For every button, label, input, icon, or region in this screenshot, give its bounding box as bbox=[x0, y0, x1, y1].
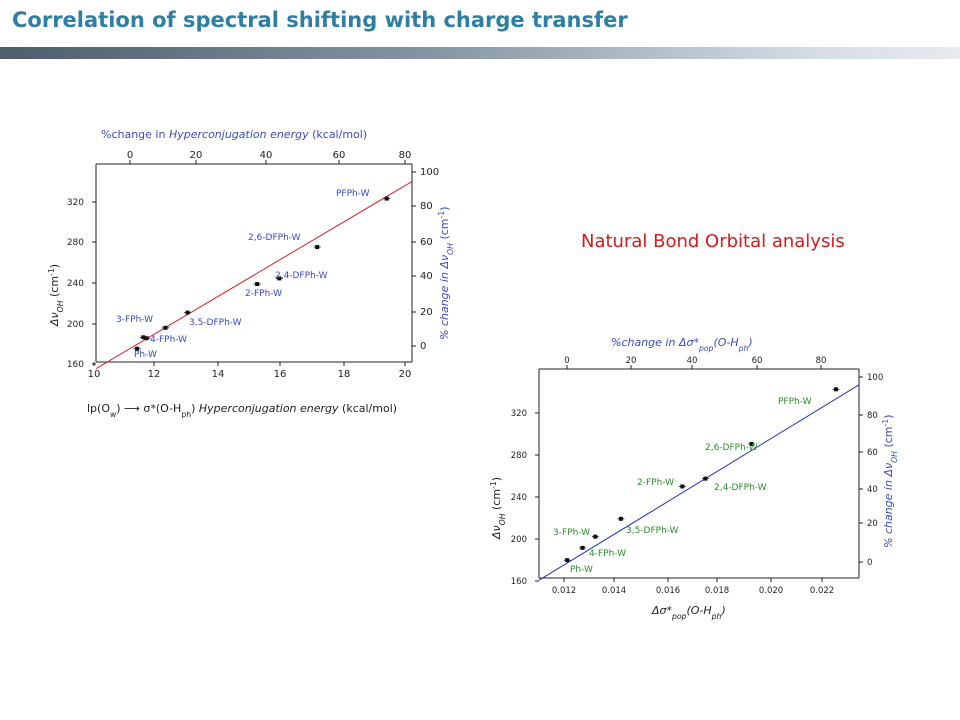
point-label: Ph-W bbox=[134, 350, 157, 360]
right-axis-label: % change in ΔνOH (cm-1) bbox=[437, 207, 455, 341]
point-label: 2,6-DFPh-W bbox=[248, 233, 301, 243]
point-label: 3-FPh-W bbox=[553, 528, 590, 538]
x-tick-label: 12 bbox=[148, 369, 161, 380]
point-label: 2,4-DFPh-W bbox=[275, 271, 328, 281]
top-tick-label: 20 bbox=[626, 356, 637, 366]
right-tick-label: 0 bbox=[867, 558, 872, 568]
left-axis-label: ΔνOH (cm-1) bbox=[47, 264, 65, 327]
point-label: 3-FPh-W bbox=[116, 315, 153, 325]
top-tick-label: 0 bbox=[127, 150, 133, 161]
x-tick-label: 16 bbox=[274, 369, 287, 380]
right-tick-label: 20 bbox=[867, 519, 878, 529]
point-label: PFPh-W bbox=[778, 397, 812, 407]
y-tick-label: 320 bbox=[67, 198, 84, 208]
top-axis-label: %change in Hyperconjugation energy (kcal… bbox=[101, 128, 367, 141]
top-tick-label: 20 bbox=[190, 150, 203, 161]
point-label: 2,4-DFPh-W bbox=[714, 483, 767, 493]
point-label: 2-FPh-W bbox=[637, 478, 674, 488]
top-tick-label: 0 bbox=[564, 356, 569, 366]
x-tick-label: 18 bbox=[338, 369, 351, 380]
x-tick-label: 0.022 bbox=[810, 586, 834, 596]
point-label: 3,5-DFPh-W bbox=[189, 318, 242, 328]
x-tick-label: 0.018 bbox=[705, 586, 729, 596]
top-tick-label: 40 bbox=[260, 150, 273, 161]
y-tick-label: 240 bbox=[67, 279, 84, 289]
y-tick-label: 200 bbox=[67, 320, 84, 330]
title-gradient-bar bbox=[0, 47, 960, 59]
y-tick-label: 280 bbox=[511, 451, 527, 461]
point-label: 3,5-DFPh-W bbox=[626, 526, 679, 536]
right-tick-label: 80 bbox=[420, 201, 433, 212]
fit-line bbox=[538, 384, 860, 581]
bottom-axis-label: lp(Ow) ⟶ σ*(O-Hph) Hyperconjugation ener… bbox=[87, 402, 397, 419]
point-label: Ph-W bbox=[570, 565, 593, 575]
y-tick-label: 160 bbox=[511, 577, 527, 587]
right-tick-label: 40 bbox=[420, 271, 433, 282]
top-tick-label: 40 bbox=[687, 356, 698, 366]
point-label: 2,6-DFPh-W bbox=[705, 443, 758, 453]
right-axis-label-group: % change in ΔνOH (cm-1) bbox=[881, 415, 899, 549]
point-label: PFPh-W bbox=[336, 189, 370, 199]
x-tick-label: 14 bbox=[212, 369, 225, 380]
y-tick-label: 160 bbox=[67, 360, 84, 370]
x-tick-label: 0.020 bbox=[759, 586, 783, 596]
right-tick-label: 60 bbox=[420, 237, 433, 248]
fit-line bbox=[95, 181, 413, 370]
top-tick-label: 60 bbox=[752, 356, 763, 366]
point-label: 4-FPh-W bbox=[589, 549, 626, 559]
top-axis-label: %change in Δσ*pop(O-Hph) bbox=[611, 336, 753, 353]
right-axis-label-group: % change in ΔνOH (cm-1) bbox=[437, 207, 455, 341]
x-tick-label: 10 bbox=[88, 369, 101, 380]
right-tick-label: 80 bbox=[867, 411, 878, 421]
right-axis-label: % change in ΔνOH (cm-1) bbox=[881, 415, 899, 549]
point-label: 2-FPh-W bbox=[245, 289, 282, 299]
top-tick-label: 80 bbox=[399, 150, 412, 161]
slide-title: Correlation of spectral shifting with ch… bbox=[12, 8, 628, 32]
right-tick-label: 0 bbox=[420, 341, 426, 352]
right-tick-label: 20 bbox=[420, 307, 433, 318]
x-tick-label: 0.016 bbox=[656, 586, 680, 596]
x-tick-label: 0.012 bbox=[552, 586, 576, 596]
right-tick-label: 40 bbox=[867, 485, 878, 495]
right-tick-label: 60 bbox=[867, 448, 878, 458]
right-tick-label: 100 bbox=[420, 167, 439, 178]
left-axis-label-group: ΔνOH (cm-1) bbox=[47, 264, 65, 327]
y-tick-label: 280 bbox=[67, 238, 84, 248]
x-tick-label: 0.014 bbox=[602, 586, 626, 596]
y-tick-label: 320 bbox=[511, 409, 527, 419]
y-tick-label: 200 bbox=[511, 535, 527, 545]
left-axis-label: ΔνOH (cm-1) bbox=[489, 477, 507, 540]
top-tick-label: 80 bbox=[816, 356, 827, 366]
top-tick-label: 60 bbox=[333, 150, 346, 161]
point-label: 4-FPh-W bbox=[150, 335, 187, 345]
bottom-axis-label: Δσ*pop(O-Hph) bbox=[651, 604, 726, 621]
nbo-heading: Natural Bond Orbital analysis bbox=[581, 231, 845, 252]
right-tick-label: 100 bbox=[867, 373, 883, 383]
y-tick-label: 240 bbox=[511, 493, 527, 503]
x-tick-label: 20 bbox=[399, 369, 412, 380]
scatter-chart-2: 0.012 0.014 0.016 0.018 0.020 0.0221602002402… bbox=[489, 336, 899, 621]
left-axis-label-group: ΔνOH (cm-1) bbox=[489, 477, 507, 540]
